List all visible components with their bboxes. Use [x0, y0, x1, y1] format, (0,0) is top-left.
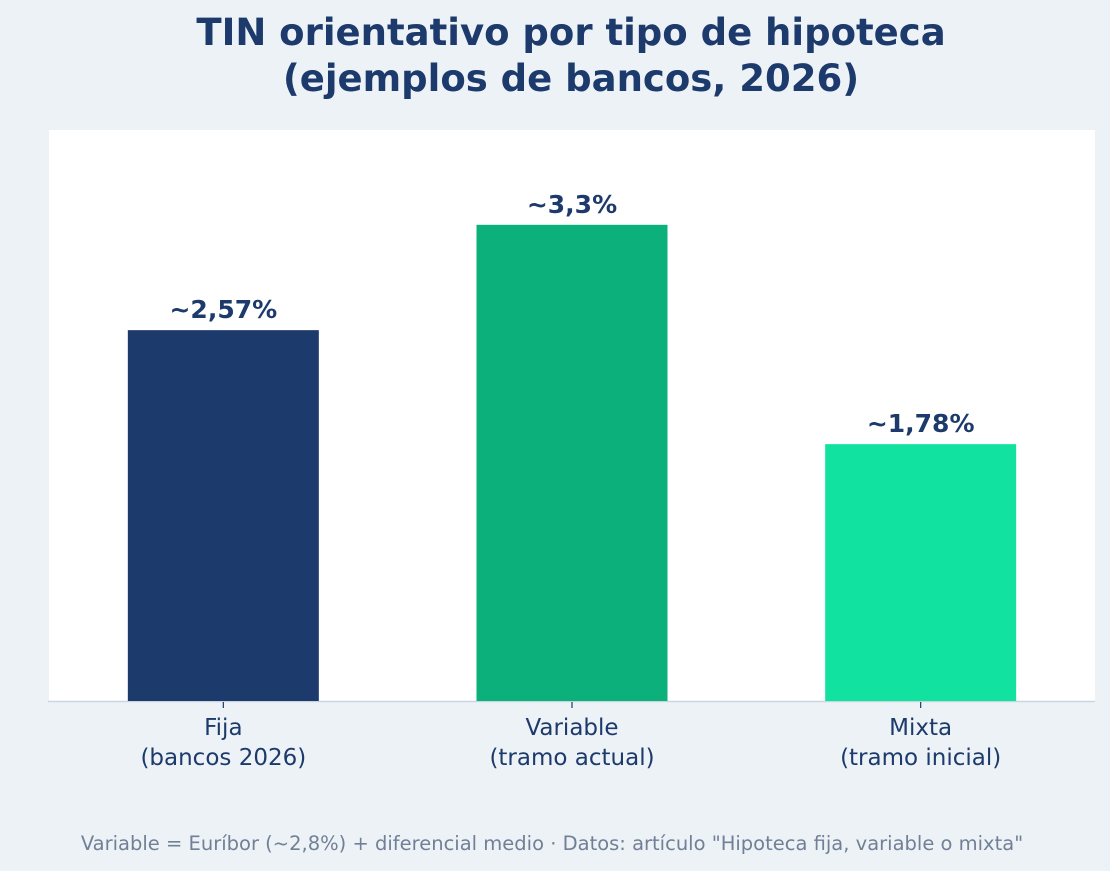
x-tick-label-1-1: (tramo actual): [489, 745, 654, 771]
footnote: Variable = Euríbor (~2,8%) + diferencial…: [80, 832, 1024, 855]
data-label-1: ~3,3%: [527, 190, 617, 219]
bar-1: [476, 224, 668, 701]
x-tick-label-2-1: (tramo inicial): [840, 745, 1001, 771]
chart-title-line-1: TIN orientativo por tipo de hipoteca: [196, 11, 946, 54]
x-tick-label-0-1: (bancos 2026): [140, 745, 306, 771]
data-label-0: ~2,57%: [169, 295, 277, 324]
x-tick-label-0-0: Fija: [204, 715, 242, 741]
bar-0: [127, 330, 319, 701]
data-label-2: ~1,78%: [867, 409, 975, 438]
bar-2: [825, 444, 1017, 701]
x-tick-label-2-0: Mixta: [889, 715, 952, 741]
chart-title: TIN orientativo por tipo de hipoteca (ej…: [0, 10, 1110, 102]
x-tick-label-1-0: Variable: [525, 715, 618, 741]
bar-chart: ~2,57% Fija (bancos 2026) ~3,3% Variable (tra…: [48, 190, 1095, 771]
chart-title-line-2: (ejemplos de bancos, 2026): [282, 57, 860, 100]
